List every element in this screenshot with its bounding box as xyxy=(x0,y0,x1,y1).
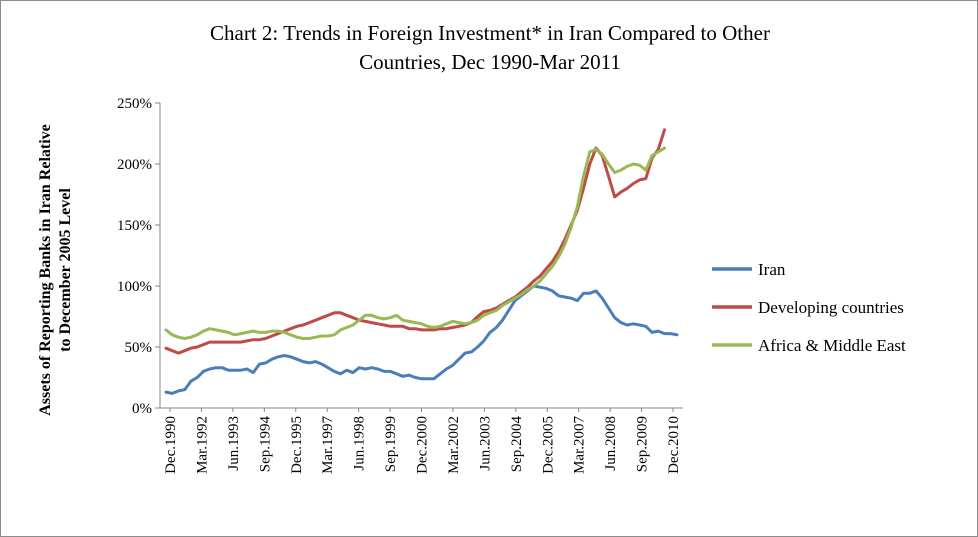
legend-label: Iran xyxy=(758,260,786,279)
x-tick-label: Mar.2007 xyxy=(572,416,588,474)
x-tick-label: Mar.1992 xyxy=(194,416,210,474)
legend-label: Developing countries xyxy=(758,298,904,317)
series-layer xyxy=(164,128,679,395)
y-tick-label: 100% xyxy=(117,279,152,295)
y-tick-label: 0% xyxy=(132,401,152,417)
x-tick-label: Sep.2004 xyxy=(509,416,525,473)
series-line-africa-middle-east xyxy=(164,146,666,340)
y-tick-label: 250% xyxy=(117,96,152,112)
axes: 0% 50% 100% 150% 200% 250% Dec.1990 Mar.1992 Jun… xyxy=(117,96,683,474)
y-tick-label: 150% xyxy=(117,218,152,234)
x-tick-label: Sep.2009 xyxy=(635,416,651,472)
x-tick-label: Jun.2008 xyxy=(603,416,619,471)
legend: Iran Developing countries Africa & Middle … xyxy=(712,260,906,355)
chart-title-line-2: Countries, Dec 1990-Mar 2011 xyxy=(359,50,621,74)
x-tick-label: Dec.2005 xyxy=(540,416,556,474)
x-tick-label: Jun.2003 xyxy=(477,416,493,471)
x-tick-label: Dec.1995 xyxy=(289,416,305,474)
x-tick-label: Dec.2010 xyxy=(666,416,682,474)
x-tick-label: Sep.1999 xyxy=(383,416,399,472)
x-tick-label: Dec.1990 xyxy=(163,416,179,474)
x-tick-label: Mar.1997 xyxy=(320,416,336,474)
chart-title-line-1: Chart 2: Trends in Foreign Investment* i… xyxy=(210,21,770,45)
x-tick-label: Jun.1993 xyxy=(226,416,242,471)
y-tick-label: 50% xyxy=(125,340,153,356)
legend-label: Africa & Middle East xyxy=(758,336,906,355)
x-tick-label: Jun.1998 xyxy=(352,416,368,471)
y-axis-label-line-2: to December 2005 Level xyxy=(57,188,74,352)
x-tick-label: Mar.2002 xyxy=(446,416,462,474)
x-tick-label: Sep.1994 xyxy=(257,416,273,473)
series-line-developing-countries xyxy=(164,128,666,355)
y-tick-label: 200% xyxy=(117,157,152,173)
y-axis-label-line-1: Assets of Reporting Banks in Iran Relati… xyxy=(37,124,54,416)
x-tick-label: Dec.2000 xyxy=(415,416,431,474)
series-line-iran xyxy=(164,284,679,395)
